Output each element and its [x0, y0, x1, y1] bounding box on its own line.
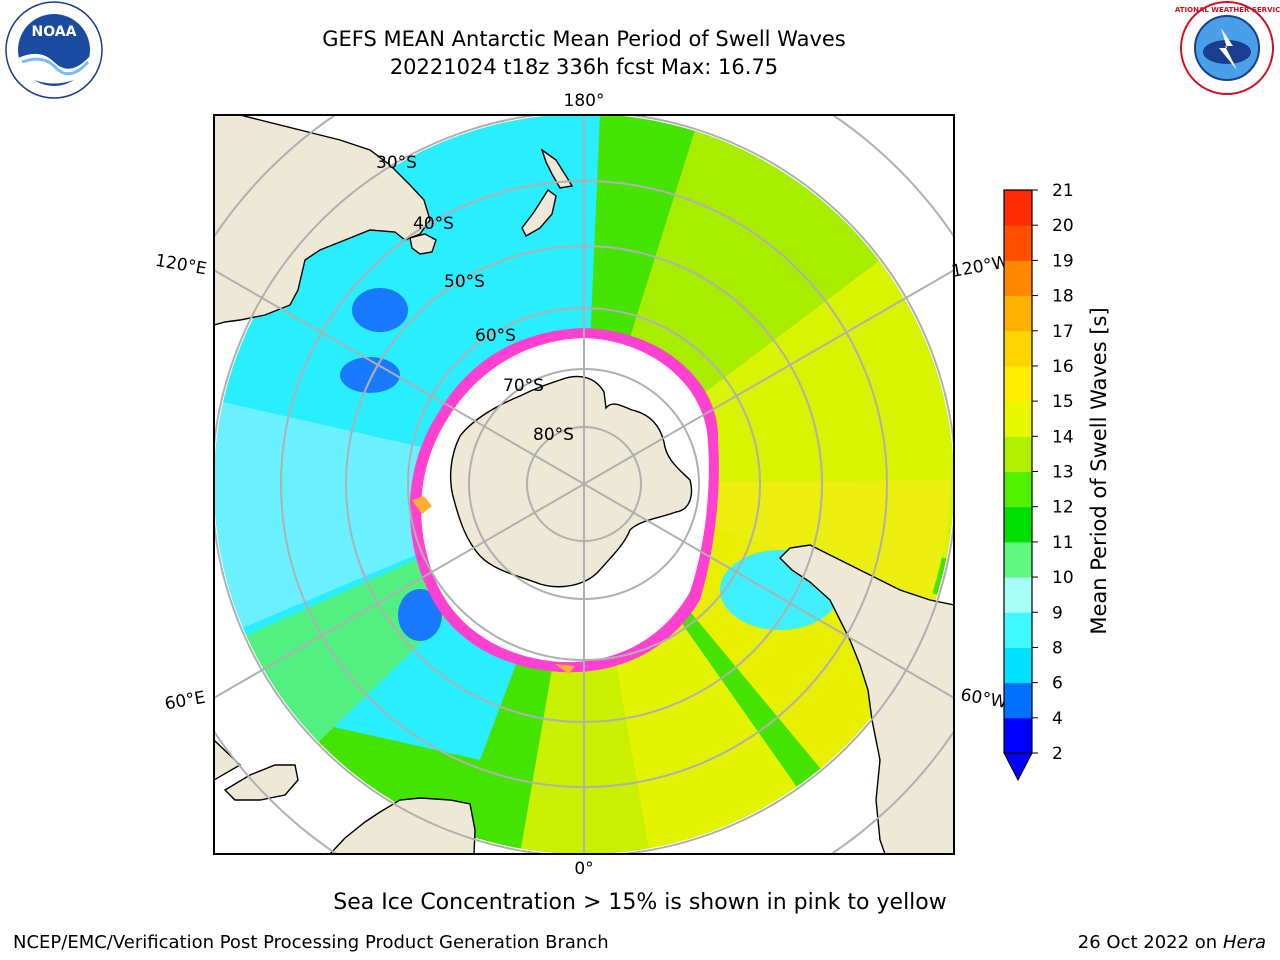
- colorbar-segment: [1004, 260, 1032, 297]
- footer-date-text: 26 Oct 2022 on: [1077, 932, 1223, 953]
- colorbar-segment: [1004, 577, 1032, 613]
- parallel-label-40s: 40°S: [413, 214, 454, 234]
- meridian-label-120w: 120°W: [950, 252, 1011, 282]
- colorbar-segment: [1004, 330, 1032, 367]
- new-zealand-south: [521, 188, 557, 237]
- meridian-label-60e: 60°E: [163, 688, 207, 715]
- tasmania: [409, 233, 437, 255]
- parallel-labels: 30°S 40°S 50°S 60°S 70°S 80°S: [376, 153, 574, 445]
- colorbar-tick-label: 8: [1052, 638, 1063, 658]
- colorbar-tick-label: 11: [1052, 533, 1074, 553]
- colorbar-segment: [1004, 190, 1032, 226]
- colorbar-tick-label: 2: [1052, 744, 1063, 764]
- map-frame: [213, 114, 955, 855]
- caption: Sea Ice Concentration > 15% is shown in …: [333, 890, 947, 915]
- colorbar-tick-label: 18: [1052, 287, 1074, 307]
- antarctica: [449, 375, 693, 588]
- madagascar: [223, 764, 299, 801]
- graticule: [214, 115, 954, 854]
- nws-logo-text: NATIONAL WEATHER SERVICE: [1175, 6, 1280, 14]
- colorbar-tick-label: 20: [1052, 216, 1074, 236]
- chart-title: GEFS MEAN Antarctic Mean Period of Swell…: [322, 27, 846, 51]
- footer-credit: NCEP/EMC/Verification Post Processing Pr…: [13, 932, 609, 953]
- parallel-label-70s: 70°S: [503, 376, 544, 396]
- colorbar-segment: [1004, 225, 1032, 261]
- colorbar-tick-label: 9: [1052, 603, 1063, 623]
- colorbar-tick-label: 4: [1052, 709, 1063, 729]
- africa: [329, 797, 476, 854]
- parallel-label-30s: 30°S: [376, 153, 417, 173]
- meridian-label-120e: 120°E: [154, 251, 208, 280]
- meridian-label-180: 180°: [564, 91, 605, 111]
- colorbar-segment: [1004, 682, 1032, 719]
- colorbar-tick-label: 12: [1052, 498, 1074, 518]
- colorbar-tick-label: 19: [1052, 251, 1074, 271]
- meridian-label-0: 0°: [574, 859, 593, 879]
- colorbar-tick-label: 15: [1052, 392, 1074, 412]
- colorbar-segment: [1004, 717, 1032, 754]
- colorbar-tick-label: 6: [1052, 674, 1063, 694]
- colorbar-segment: [1004, 401, 1032, 437]
- colorbar-segment: [1004, 506, 1032, 543]
- chart-subtitle: 20221024 t18z 336h fcst Max: 16.75: [389, 55, 779, 79]
- parallel-label-50s: 50°S: [444, 272, 485, 292]
- colorbar-tick-label: 10: [1052, 568, 1074, 588]
- nws-logo: NATIONAL WEATHER SERVICE: [1175, 1, 1280, 95]
- colorbar-label: Mean Period of Swell Waves [s]: [1087, 307, 1111, 634]
- colorbar-tick-label: 13: [1052, 463, 1074, 483]
- colorbar-segment: [1004, 541, 1032, 578]
- colorbar-tick-label: 21: [1052, 181, 1074, 201]
- noaa-logo-text: NOAA: [32, 24, 77, 40]
- colorbar-segment: [1004, 612, 1032, 648]
- meridian-label-60w: 60°W: [959, 685, 1009, 713]
- colorbar-segment: [1004, 647, 1032, 684]
- south-america: [779, 544, 954, 854]
- colorbar: 2 4 6 8 9 10 11 12 13 14 15 16 17 18 19 20 21: [1003, 181, 1074, 782]
- colorbar-tick-label: 17: [1052, 322, 1074, 342]
- new-zealand-north: [540, 148, 574, 189]
- colorbar-segment: [1004, 471, 1032, 508]
- africa-west: [214, 739, 242, 781]
- colorbar-segment: [1004, 295, 1032, 332]
- colorbar-tick-label: 16: [1052, 357, 1074, 377]
- noaa-logo: NOAA: [5, 1, 103, 99]
- footer-host: Hera: [1222, 932, 1266, 953]
- footer-date: 26 Oct 2022 on Hera: [1078, 932, 1266, 953]
- colorbar-segment: [1004, 436, 1032, 472]
- parallel-label-60s: 60°S: [475, 326, 516, 346]
- colorbar-tick-label: 14: [1052, 427, 1074, 447]
- parallel-label-80s: 80°S: [533, 425, 574, 445]
- colorbar-extend-arrow: [1003, 752, 1033, 782]
- colorbar-segment: [1004, 365, 1032, 402]
